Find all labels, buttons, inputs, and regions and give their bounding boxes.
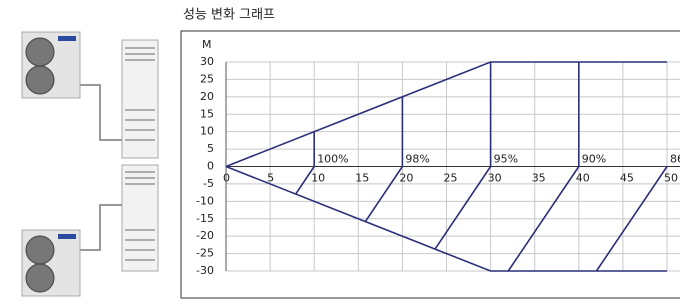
x-tick-label: 50 (664, 172, 678, 185)
annotation: 100% (317, 153, 348, 166)
x-tick-label: 45 (620, 172, 634, 185)
y-tick-label: 5 (207, 142, 214, 155)
line-segment (365, 167, 402, 222)
y-tick-label: 20 (200, 90, 214, 103)
x-tick-label: 35 (532, 172, 546, 185)
x-tick-label: 40 (576, 172, 590, 185)
x-tick-label: 30 (488, 172, 502, 185)
y-tick-label: 10 (200, 125, 214, 138)
y-tick-label: -30 (196, 264, 214, 277)
y-tick-label: -15 (196, 212, 214, 225)
annotation: 86 (670, 153, 680, 166)
y-tick-label: -20 (196, 229, 214, 242)
chart-title: 성능 변화 그래프 (183, 8, 275, 23)
annotation: 98% (405, 153, 429, 166)
x-tick-label: 10 (311, 172, 325, 185)
y-axis-label: M (202, 38, 212, 51)
annotation: 95% (494, 153, 518, 166)
annotation: 90% (582, 153, 606, 166)
y-tick-label: -5 (203, 177, 214, 190)
product-images (22, 32, 158, 296)
y-tick-label: 15 (200, 107, 214, 120)
y-tick-label: -25 (196, 247, 214, 260)
y-tick-label: 0 (207, 160, 214, 173)
page: 성능 변화 그래프 M 302520151050-5-10-15-20-25-3… (0, 0, 680, 304)
chart: 성능 변화 그래프 M 302520151050-5-10-15-20-25-3… (0, 0, 680, 304)
x-tick-label: 25 (444, 172, 458, 185)
y-tick-label: 25 (200, 72, 214, 85)
y-tick-label: -10 (196, 194, 214, 207)
y-tick-label: 30 (200, 55, 214, 68)
x-tick-label: 15 (355, 172, 369, 185)
x-tick-label: 20 (399, 172, 413, 185)
